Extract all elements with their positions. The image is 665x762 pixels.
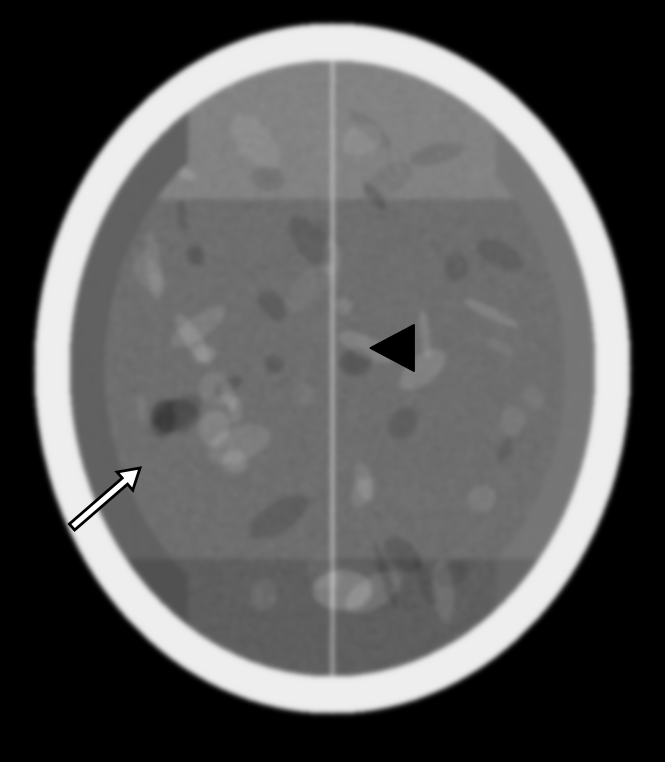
Polygon shape	[69, 468, 140, 530]
Polygon shape	[370, 325, 414, 371]
